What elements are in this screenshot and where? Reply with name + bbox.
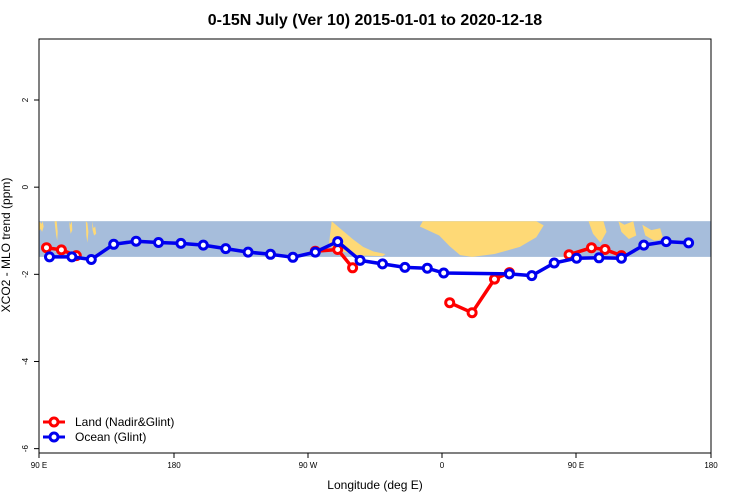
data-point [503,268,515,280]
map-band-land [39,221,664,257]
data-point [108,238,120,250]
x-axis: 90 E 180 90 W 0 90 E 180 [31,453,718,470]
series-line [49,239,689,278]
data-point [571,252,583,264]
y-axis: 2 0 -2 -4 -6 [21,97,39,452]
x-tick-label: 90 W [299,461,318,470]
data-point [242,246,254,258]
data-point [354,254,366,266]
data-point [421,262,433,274]
data-point [41,242,52,254]
series-layer [41,235,695,319]
data-point [347,262,359,274]
x-tick-label: 90 E [31,461,47,470]
data-point [466,307,478,319]
y-tick-label: 0 [21,184,30,189]
x-tick-label: 90 E [568,461,584,470]
x-tick-label: 0 [440,461,445,470]
y-tick-label: 2 [21,97,30,102]
data-point [220,243,232,255]
land-shape [92,221,97,236]
land-shape [69,221,73,234]
data-point [377,258,388,270]
legend-label-land: Land (Nadir&Glint) [75,415,174,429]
data-point [444,297,456,309]
data-point [197,239,209,251]
x-axis-label: Longitude (deg E) [327,478,422,492]
data-point [309,246,321,258]
legend-marker-land [48,416,60,428]
legend: Land (Nadir&Glint) Ocean (Glint) [43,415,174,444]
series-line [568,245,623,258]
y-tick-label: -2 [21,270,30,278]
data-point [332,236,344,248]
data-point [615,252,627,264]
data-point [548,257,560,269]
data-point [683,237,695,249]
data-point [399,261,411,273]
data-point [660,236,672,248]
series-ocean [44,235,695,282]
data-point [526,270,538,282]
y-tick-label: -4 [21,357,30,365]
chart-title: 0-15N July (Ver 10) 2015-01-01 to 2020-1… [208,12,543,29]
land-shape [85,221,89,243]
series-line [448,270,511,315]
plot-frame [38,38,712,454]
data-point [44,251,55,263]
data-point [586,242,597,254]
y-tick-label: -6 [21,445,30,453]
x-tick-label: 180 [704,461,718,470]
data-point [438,267,450,279]
legend-label-ocean: Ocean (Glint) [75,430,146,444]
data-point [66,251,78,263]
land-shape-islands [642,224,664,241]
data-point [599,244,611,255]
land-shape-india [588,221,607,243]
land-shape [39,221,44,232]
data-point [265,248,276,260]
legend-item-land: Land (Nadir&Glint) [43,415,174,429]
data-point [638,239,650,251]
data-point [175,237,187,249]
legend-marker-ocean [48,431,60,443]
y-axis-label: XCO2 - MLO trend (ppm) [0,178,13,313]
x-tick-label: 180 [167,461,181,470]
data-point [489,273,500,285]
legend-item-ocean: Ocean (Glint) [43,430,146,444]
data-point [55,244,67,256]
data-point [85,254,97,265]
land-shape-seasia [618,221,637,239]
data-point [153,237,164,248]
land-shape [54,221,58,241]
data-point [130,235,142,247]
data-point [593,252,605,264]
land-shape-africa [419,221,544,257]
plot-area [39,221,711,257]
data-point [287,251,299,263]
